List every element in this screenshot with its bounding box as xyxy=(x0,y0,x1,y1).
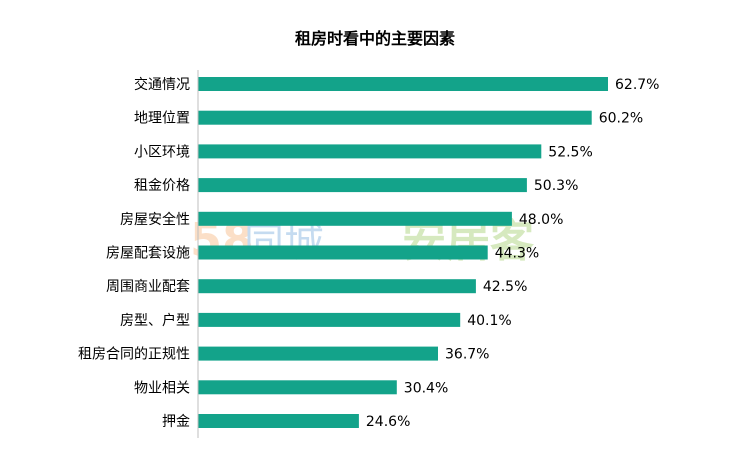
data-label: 62.7% xyxy=(615,77,659,93)
data-label: 44.3% xyxy=(495,246,539,262)
category-label: 物业相关 xyxy=(134,380,190,396)
category-label: 租金价格 xyxy=(134,178,190,194)
category-label: 交通情况 xyxy=(134,76,190,93)
bar xyxy=(198,380,397,395)
category-labels-group: 交通情况地理位置小区环境租金价格房屋安全性房屋配套设施周围商业配套房型、户型租房… xyxy=(78,76,190,430)
category-label: 小区环境 xyxy=(134,144,190,160)
data-label: 42.5% xyxy=(483,279,527,295)
data-label: 30.4% xyxy=(404,380,448,396)
category-label: 租房合同的正规性 xyxy=(78,347,190,363)
data-label: 48.0% xyxy=(519,212,563,228)
category-label: 周围商业配套 xyxy=(106,279,190,295)
bar xyxy=(198,346,438,361)
bar xyxy=(198,279,476,294)
category-label: 地理位置 xyxy=(134,111,190,127)
value-labels-group: 62.7% 60.2% 52.5% 50.3% 48.0% 44.3% 42.5% 40.1%… xyxy=(366,77,660,430)
bar xyxy=(198,178,527,193)
data-label: 24.6% xyxy=(366,414,410,430)
bar xyxy=(198,144,542,159)
data-label: 40.1% xyxy=(467,313,511,329)
data-label: 36.7% xyxy=(445,347,489,363)
bar xyxy=(198,414,359,428)
bar xyxy=(198,211,512,226)
category-label: 房屋安全性 xyxy=(120,211,190,228)
bar xyxy=(198,110,592,125)
category-label: 房屋配套设施 xyxy=(106,246,190,262)
category-label: 房型、户型 xyxy=(120,312,190,329)
data-label: 50.3% xyxy=(534,178,578,194)
data-label: 52.5% xyxy=(548,144,592,160)
bar xyxy=(198,245,488,260)
chart-title: 租房时看中的主要因素 xyxy=(295,29,455,48)
bars-group xyxy=(198,77,608,428)
bar xyxy=(198,312,461,327)
category-label: 押金 xyxy=(162,414,190,430)
bar xyxy=(198,77,608,91)
data-label: 60.2% xyxy=(599,111,643,127)
